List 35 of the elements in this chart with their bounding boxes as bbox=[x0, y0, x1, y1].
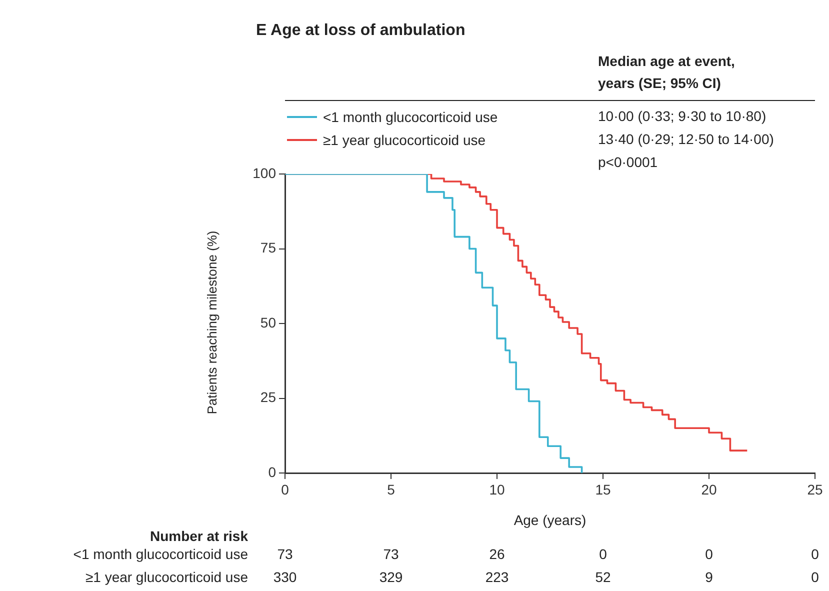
x-tick-label: 15 bbox=[595, 481, 611, 498]
x-tick-label: 0 bbox=[281, 481, 290, 498]
y-tick-label: 50 bbox=[260, 314, 276, 330]
x-tick-label: 10 bbox=[489, 481, 505, 498]
text: 0 bbox=[810, 569, 820, 585]
y-axis-title: Patients reaching milestone (%) bbox=[204, 229, 220, 416]
text: 9 bbox=[704, 569, 714, 585]
text: Number at risk bbox=[148, 528, 248, 544]
text: 73 bbox=[276, 546, 294, 562]
y-tick-label: 75 bbox=[260, 240, 276, 256]
text: 0 bbox=[810, 546, 820, 562]
x-tick-label: 5 bbox=[387, 481, 396, 498]
text: 26 bbox=[488, 546, 506, 562]
text: Median age at event, years (SE; 95% CI) bbox=[598, 52, 736, 93]
text: 13·40 (0·29; 12·50 to 14·00) bbox=[598, 131, 774, 147]
text: 52 bbox=[594, 569, 612, 585]
text: ≥1 year glucocorticoid use bbox=[85, 569, 248, 585]
text: 0 bbox=[598, 546, 608, 562]
x-axis-title: Age (years) bbox=[512, 512, 588, 528]
legend-label: <1 month glucocorticoid use bbox=[323, 109, 498, 125]
text: 330 bbox=[272, 569, 298, 585]
legend-label: ≥1 year glucocorticoid use bbox=[323, 132, 486, 148]
x-tick-label: 20 bbox=[701, 481, 717, 498]
x-tick-label: 25 bbox=[807, 481, 823, 498]
text: p<0·0001 bbox=[598, 154, 658, 170]
text: <1 month glucocorticoid use bbox=[73, 546, 248, 562]
text: 329 bbox=[378, 569, 404, 585]
chart-title: E Age at loss of ambulation bbox=[256, 22, 466, 40]
text: 73 bbox=[382, 546, 400, 562]
y-tick-label: 100 bbox=[252, 164, 276, 181]
y-tick-label: 0 bbox=[268, 464, 276, 480]
text: 0 bbox=[704, 546, 714, 562]
text: 223 bbox=[484, 569, 510, 585]
y-tick-label: 25 bbox=[260, 389, 276, 406]
text: 10·00 (0·33; 9·30 to 10·80) bbox=[598, 108, 766, 124]
